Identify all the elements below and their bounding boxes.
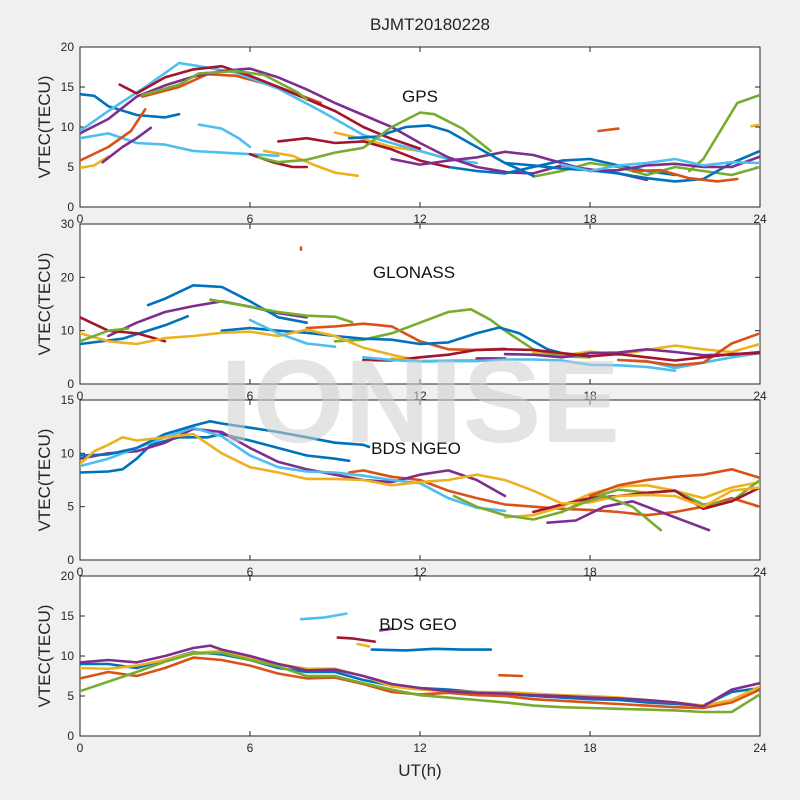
series-line-9 <box>617 332 760 367</box>
series-line-24 <box>80 155 110 170</box>
x-tick-label: 0 <box>77 212 84 226</box>
y-tick-label: 0 <box>67 729 74 743</box>
watermark: IONISE <box>220 336 620 468</box>
y-tick-label: 30 <box>61 217 75 231</box>
x-tick-label: 12 <box>413 212 427 226</box>
series-line-8 <box>80 420 371 457</box>
series-line-10 <box>80 432 760 508</box>
series-line-9 <box>597 127 620 133</box>
series-line-20 <box>362 356 677 372</box>
series-line-7 <box>336 636 376 643</box>
y-tick-label: 15 <box>61 393 75 407</box>
series-line-12 <box>80 327 130 343</box>
y-tick-label: 10 <box>61 446 75 460</box>
x-tick-label: 0 <box>77 565 84 579</box>
series-line-5 <box>687 93 760 173</box>
series-line-14 <box>362 348 760 362</box>
series-line-19 <box>209 298 354 324</box>
series-line-5 <box>80 651 760 714</box>
series-line-8 <box>220 326 563 355</box>
series-line-6 <box>80 426 507 513</box>
series-group <box>80 246 760 372</box>
x-tick-label: 0 <box>77 389 84 403</box>
panel-title: GPS <box>402 87 438 106</box>
panel-title: BDS GEO <box>379 615 456 634</box>
series-line-14 <box>277 136 450 169</box>
series-line-7 <box>80 316 167 343</box>
series-line-4 <box>80 427 507 498</box>
series-line-8 <box>447 157 677 177</box>
series-line-7 <box>118 64 422 150</box>
series-line-13 <box>80 132 280 158</box>
y-tick-label: 5 <box>67 689 74 703</box>
series-line-4 <box>80 644 760 708</box>
series-line-17 <box>262 149 359 178</box>
series-line-25 <box>101 126 153 164</box>
series-line-10 <box>750 123 760 128</box>
panel-1: 0 5 10 15 20 0 6 12 18 24 GPS VTEC(TECU) <box>35 40 767 226</box>
x-tick-label: 18 <box>583 212 597 226</box>
series-line-1 <box>80 92 181 119</box>
y-tick-label: 20 <box>61 270 75 284</box>
series-line-15 <box>503 149 760 183</box>
series-line-23 <box>631 168 739 183</box>
series-line-20 <box>197 123 252 149</box>
y-tick-label: 20 <box>61 569 75 583</box>
series-line-19 <box>141 69 308 102</box>
series-line-9 <box>498 673 524 678</box>
series-line-26 <box>257 111 493 164</box>
series-line-6 <box>299 612 348 621</box>
x-tick-label: 0 <box>77 741 84 755</box>
x-tick-label: 6 <box>247 565 254 579</box>
series-line-15 <box>146 284 308 324</box>
y-tick-label: 15 <box>61 80 75 94</box>
panel-title: BDS NGEO <box>371 439 461 458</box>
y-axis-label: VTEC(TECU) <box>35 605 54 708</box>
x-axis-label: UT(h) <box>398 761 441 780</box>
series-line-3 <box>503 480 760 519</box>
series-line-1 <box>80 315 189 346</box>
series-line-11 <box>80 67 507 174</box>
series-line-9 <box>588 468 760 498</box>
series-line-16 <box>80 108 147 162</box>
panel-title: GLONASS <box>373 263 455 282</box>
y-tick-label: 10 <box>61 324 75 338</box>
y-axis-label: VTEC(TECU) <box>35 429 54 532</box>
series-line-13 <box>248 318 337 348</box>
series-line-12 <box>452 494 663 532</box>
y-tick-label: 20 <box>61 40 75 54</box>
y-tick-label: 0 <box>67 377 74 391</box>
x-tick-label: 12 <box>413 741 427 755</box>
x-tick-label: 18 <box>583 741 597 755</box>
y-axis-label: VTEC(TECU) <box>35 253 54 356</box>
y-tick-label: 0 <box>67 553 74 567</box>
x-tick-label: 24 <box>753 212 767 226</box>
panel-4: 0 5 10 15 20 0 6 12 18 24 BDS GEO VTEC(TECU) UT(h) <box>35 569 767 780</box>
y-axis-label: VTEC(TECU) <box>35 76 54 179</box>
y-tick-label: 5 <box>67 500 74 514</box>
series-line-11 <box>379 627 393 632</box>
y-tick-label: 5 <box>67 160 74 174</box>
x-tick-label: 6 <box>247 389 254 403</box>
y-tick-label: 10 <box>61 120 75 134</box>
x-tick-label: 24 <box>753 741 767 755</box>
series-line-1 <box>80 432 351 474</box>
x-tick-label: 6 <box>247 212 254 226</box>
series-line-10 <box>356 642 371 648</box>
series-line-8 <box>370 647 493 652</box>
y-tick-label: 0 <box>67 200 74 214</box>
series-line-27 <box>560 157 760 173</box>
figure-title: BJMT20180228 <box>370 15 490 34</box>
series-line-11 <box>546 500 711 532</box>
series-group <box>80 61 760 183</box>
y-tick-label: 10 <box>61 649 75 663</box>
y-tick-label: 15 <box>61 609 75 623</box>
series-group <box>80 420 760 532</box>
series-group <box>80 612 760 714</box>
x-tick-label: 6 <box>247 741 254 755</box>
